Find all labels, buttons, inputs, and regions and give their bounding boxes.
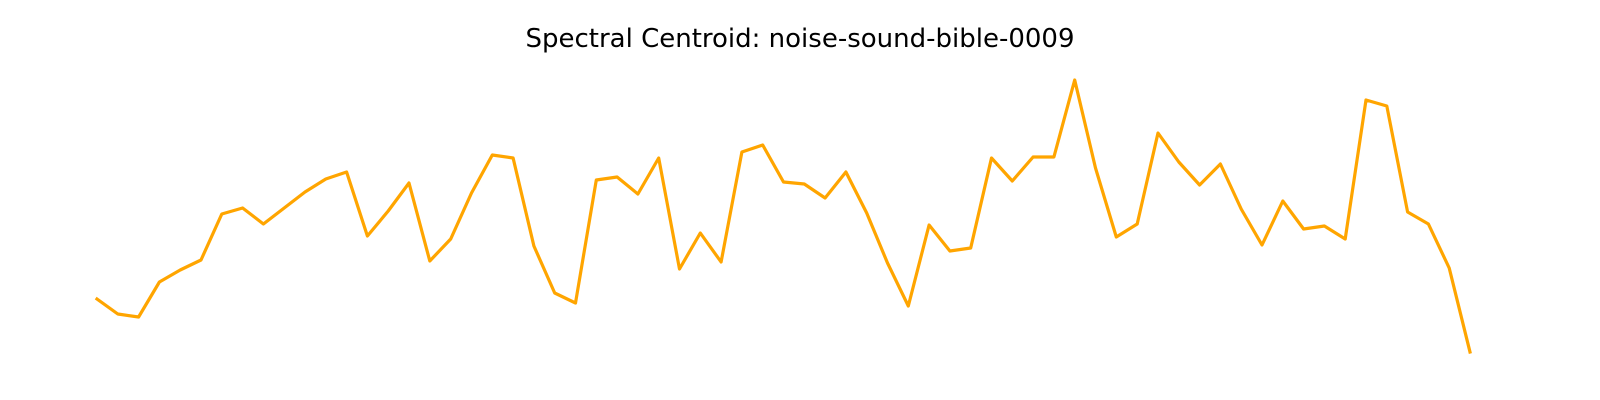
plot-area <box>94 78 1472 354</box>
chart-title: Spectral Centroid: noise-sound-bible-000… <box>525 24 1075 54</box>
series-line-0 <box>94 78 1472 354</box>
